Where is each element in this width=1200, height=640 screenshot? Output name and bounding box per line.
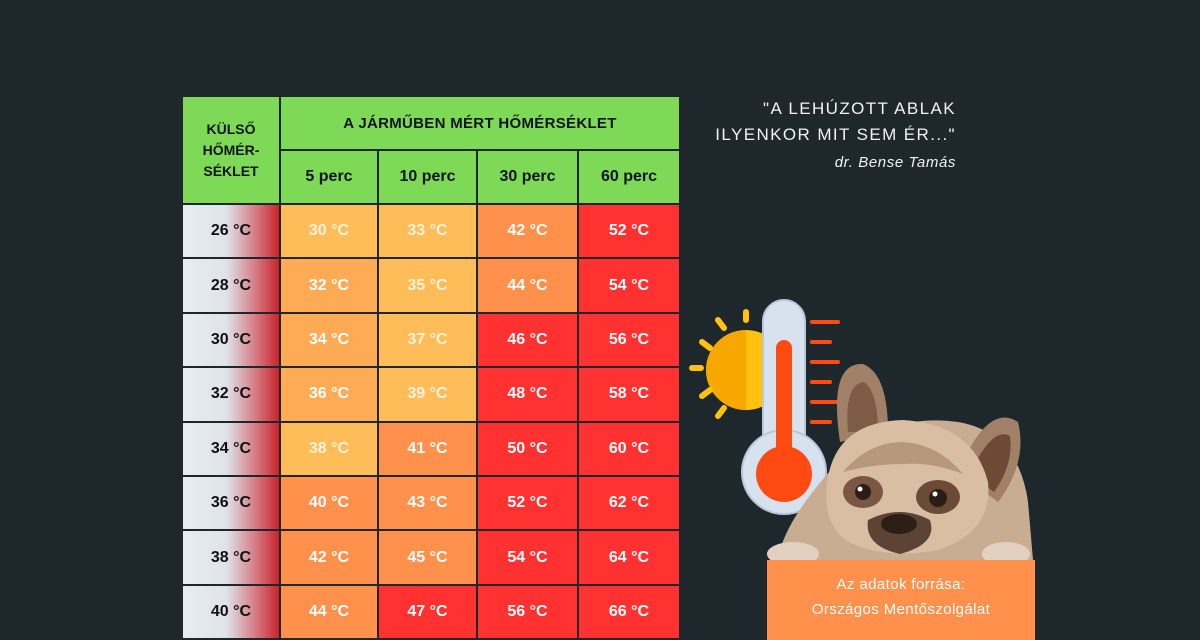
column-header-60-min: 60 perc	[579, 151, 681, 205]
temperature-table: KÜLSŐ HŐMÉR- SÉKLET A JÁRMŰBEN MÉRT HŐMÉ…	[183, 97, 681, 640]
table-cell: 35 °C	[379, 259, 478, 314]
data-source-box: Az adatok forrása: Országos Mentőszolgál…	[767, 560, 1035, 640]
table-cell: 66 °C	[579, 585, 681, 640]
heat-dog-illustration	[689, 299, 1033, 566]
row-label: 26 °C	[183, 205, 281, 260]
table-cell: 36 °C	[281, 368, 379, 423]
table-cell: 33 °C	[379, 205, 478, 260]
table-cell: 42 °C	[281, 531, 379, 586]
table-cell: 44 °C	[478, 259, 579, 314]
table-cell: 44 °C	[281, 585, 379, 640]
french-bulldog-illustration	[767, 363, 1033, 566]
row-label: 36 °C	[183, 476, 281, 532]
table-cell: 37 °C	[379, 313, 478, 369]
table-cell: 42 °C	[478, 205, 579, 260]
table-cell: 45 °C	[379, 531, 478, 586]
table-cell: 32 °C	[281, 259, 379, 314]
table-cell: 34 °C	[281, 313, 379, 369]
table-cell: 58 °C	[579, 368, 681, 423]
table-cell: 52 °C	[579, 205, 681, 260]
table-cell: 43 °C	[379, 476, 478, 532]
corner-header-line: KÜLSŐ	[206, 120, 256, 137]
table-cell: 56 °C	[579, 313, 681, 369]
table-cell: 56 °C	[478, 585, 579, 640]
corner-header-line: HŐMÉR-	[202, 141, 260, 158]
table-cell: 41 °C	[379, 422, 478, 477]
table-cell: 39 °C	[379, 368, 478, 423]
quote-line: ILYENKOR MIT SEM ÉR..."	[715, 125, 956, 144]
quote: "A LEHÚZOTT ABLAK ILYENKOR MIT SEM ÉR...…	[715, 96, 956, 148]
table-cell: 47 °C	[379, 585, 478, 640]
table-cell: 62 °C	[579, 476, 681, 532]
vehicle-temperature-header: A JÁRMŰBEN MÉRT HŐMÉRSÉKLET	[281, 97, 681, 151]
table-cell: 54 °C	[579, 259, 681, 314]
quote-author: dr. Bense Tamás	[834, 154, 956, 171]
table-cell: 50 °C	[478, 422, 579, 477]
table-cell: 30 °C	[281, 205, 379, 260]
corner-header-line: SÉKLET	[203, 162, 259, 179]
quote-line: "A LEHÚZOTT ABLAK	[763, 99, 956, 118]
column-header-5-min: 5 perc	[281, 151, 379, 205]
table-cell: 48 °C	[478, 368, 579, 423]
row-label: 40 °C	[183, 585, 281, 640]
table-cell: 46 °C	[478, 313, 579, 369]
outside-temperature-header: KÜLSŐ HŐMÉR- SÉKLET	[183, 97, 281, 205]
row-label: 32 °C	[183, 368, 281, 423]
table-cell: 60 °C	[579, 422, 681, 477]
thermometer-icon	[741, 299, 840, 515]
row-label: 34 °C	[183, 422, 281, 477]
table-cell: 54 °C	[478, 531, 579, 586]
table-cell: 40 °C	[281, 476, 379, 532]
table-cell: 52 °C	[478, 476, 579, 532]
row-label: 28 °C	[183, 259, 281, 314]
table-cell: 64 °C	[579, 531, 681, 586]
row-label: 38 °C	[183, 531, 281, 586]
table-cell: 38 °C	[281, 422, 379, 477]
column-header-10-min: 10 perc	[379, 151, 478, 205]
source-line: Országos Mentőszolgálat	[811, 601, 991, 618]
column-header-30-min: 30 perc	[478, 151, 579, 205]
source-line: Az adatok forrása:	[836, 576, 966, 593]
row-label: 30 °C	[183, 313, 281, 369]
